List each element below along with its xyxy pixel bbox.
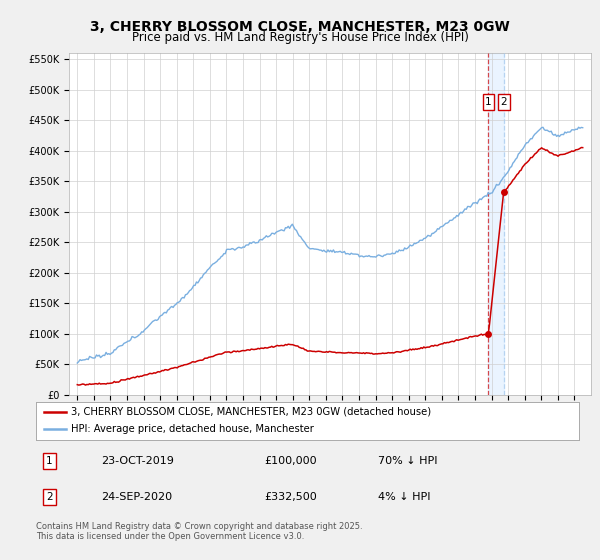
Text: 2: 2 (500, 97, 507, 107)
Text: HPI: Average price, detached house, Manchester: HPI: Average price, detached house, Manc… (71, 424, 314, 435)
Text: £332,500: £332,500 (264, 492, 317, 502)
Text: Price paid vs. HM Land Registry's House Price Index (HPI): Price paid vs. HM Land Registry's House … (131, 31, 469, 44)
Text: 3, CHERRY BLOSSOM CLOSE, MANCHESTER, M23 0GW: 3, CHERRY BLOSSOM CLOSE, MANCHESTER, M23… (90, 20, 510, 34)
Text: 3, CHERRY BLOSSOM CLOSE, MANCHESTER, M23 0GW (detached house): 3, CHERRY BLOSSOM CLOSE, MANCHESTER, M23… (71, 407, 431, 417)
Text: 2: 2 (46, 492, 53, 502)
Text: 24-SEP-2020: 24-SEP-2020 (101, 492, 172, 502)
Bar (488, 53, 503, 395)
Text: 4% ↓ HPI: 4% ↓ HPI (378, 492, 431, 502)
Text: Contains HM Land Registry data © Crown copyright and database right 2025.
This d: Contains HM Land Registry data © Crown c… (36, 522, 362, 542)
Text: 1: 1 (485, 97, 492, 107)
Text: 70% ↓ HPI: 70% ↓ HPI (378, 456, 437, 466)
Text: 1: 1 (46, 456, 53, 466)
Text: £100,000: £100,000 (264, 456, 317, 466)
Text: 23-OCT-2019: 23-OCT-2019 (101, 456, 174, 466)
